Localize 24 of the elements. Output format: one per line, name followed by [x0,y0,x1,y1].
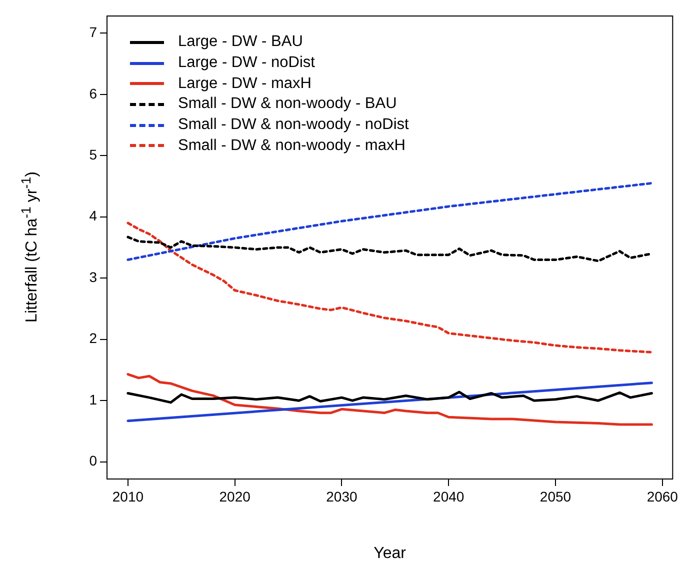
x-tick-label: 2050 [540,488,572,504]
y-tick-label: 1 [89,391,98,408]
x-tick-label: 2040 [433,488,464,504]
legend-label: Small - DW & non-woody - noDist [178,116,409,134]
y-tick-label: 4 [89,208,98,224]
y-tick-label: 2 [89,330,98,346]
legend-label: Large - DW - BAU [178,33,303,52]
x-axis-title: Year [374,544,407,562]
y-tick-label: 7 [89,24,98,40]
x-tick-label: 2060 [646,488,678,504]
legend-label: Small - DW & non-woody - BAU [178,95,397,114]
y-tick-label: 5 [89,146,98,162]
y-tick-label: 0 [89,452,98,469]
legend-label: Large - DW - maxH [178,74,312,93]
legend-label: Large - DW - noDist [178,54,315,72]
x-tick-label: 2010 [112,488,144,504]
y-tick-label: 6 [89,85,98,102]
x-tick-label: 2020 [219,488,251,504]
line-series [126,222,653,354]
line-series [126,236,653,262]
line-series [126,182,653,261]
x-tick-label: 2030 [326,488,358,504]
y-tick-label: 3 [89,268,98,285]
legend-label: Small - DW & non-woody - maxH [178,136,406,155]
